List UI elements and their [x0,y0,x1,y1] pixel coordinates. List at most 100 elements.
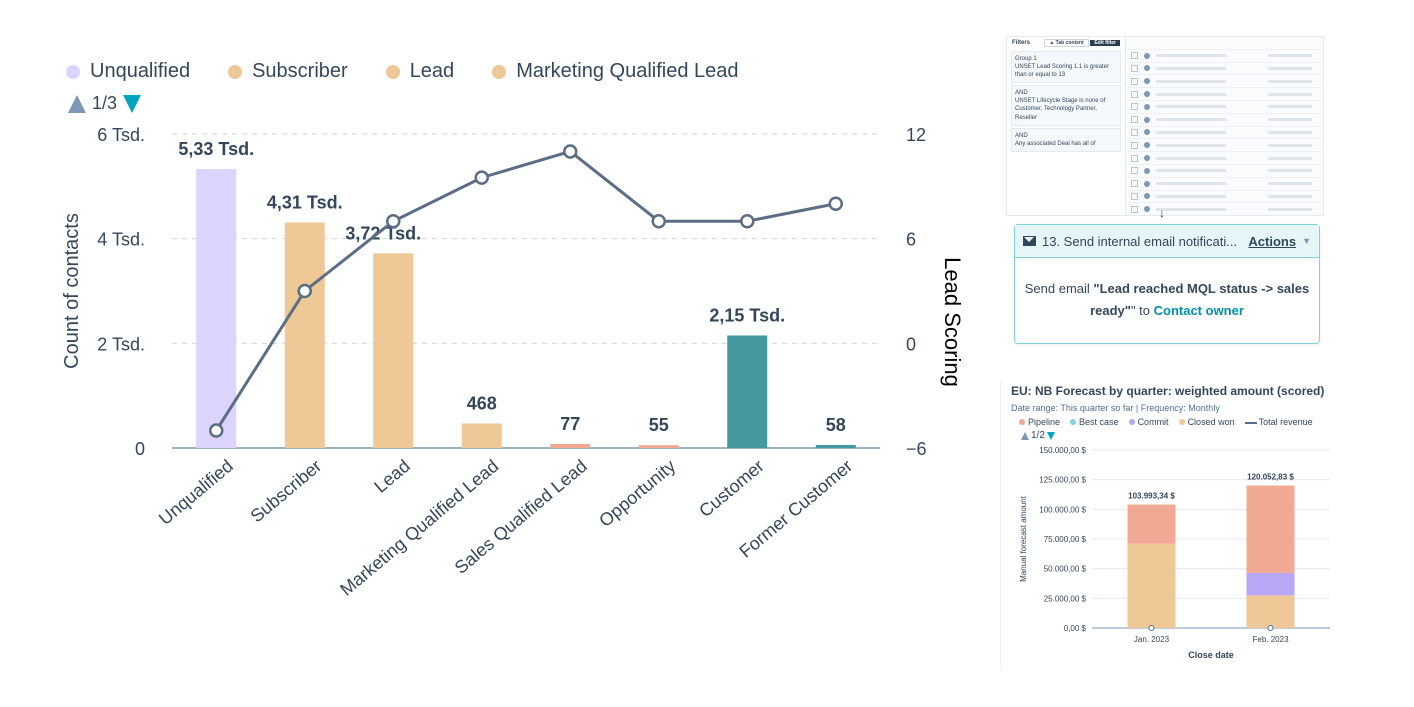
table-cell [1156,92,1226,96]
legend-label: Closed won [1187,417,1235,427]
lead-scoring-point [209,423,224,438]
y-tick-label: 50.000,00 $ [1044,565,1087,574]
x-tick-label: Unqualified [155,456,237,529]
table-cell[interactable] [1131,154,1138,162]
legend-item-lead[interactable]: Lead [385,60,454,83]
table-row[interactable] [1127,191,1323,204]
body-mid: " to [1130,303,1154,318]
table-cell [1156,194,1226,198]
legend-item-closed-won[interactable]: Closed won [1178,417,1235,427]
table-row[interactable] [1127,152,1323,165]
stacked-bar-segment [1246,595,1295,628]
table-row[interactable] [1127,63,1323,76]
table-row[interactable] [1127,178,1323,191]
bar-data-label: 58 [826,415,846,435]
envelope-icon [1023,236,1036,246]
bar [196,169,237,448]
table-cell [1144,129,1150,136]
legend-swatch [1178,419,1185,425]
table-cell [1144,193,1150,200]
table-cell[interactable] [1131,103,1138,111]
table-cell [1268,156,1312,160]
table-cell [1268,54,1312,58]
legend-swatch [228,64,243,79]
legend-swatch [385,64,400,79]
table-cell[interactable] [1131,128,1138,136]
legend-item-subscriber[interactable]: Subscriber [228,60,348,83]
table-row[interactable] [1127,203,1323,215]
filters-panel: Filters ▲ Tab content Edit filter Group … [1007,37,1126,215]
table-cell [1144,91,1150,98]
table-cell[interactable] [1131,180,1138,188]
table-cell[interactable] [1131,205,1138,213]
legend-label: Subscriber [252,60,348,82]
table-cell[interactable] [1131,192,1138,200]
y-axis-title: Count of contacts [61,213,83,369]
bar [461,423,502,448]
table-cell [1156,130,1226,134]
table-cell [1144,65,1150,72]
table-row[interactable] [1127,88,1323,101]
table-cell[interactable] [1131,64,1138,72]
legend-item-commit[interactable]: Commit [1128,417,1169,427]
tab-content-button[interactable]: ▲ Tab content [1044,39,1089,47]
email-action-body: Send email "Lead reached MQL status -> s… [1015,258,1319,322]
pager-up-icon[interactable] [68,94,86,113]
table-cell[interactable] [1131,116,1138,124]
y-tick-label: 6 Tsd. [97,125,145,145]
table-cell [1144,180,1150,187]
legend-item-pipeline[interactable]: Pipeline [1019,417,1060,427]
table-row[interactable] [1127,101,1323,114]
table-row[interactable] [1127,165,1323,178]
table-row[interactable] [1127,50,1323,63]
edit-filter-button[interactable]: Edit filter [1090,40,1120,46]
table-cell[interactable] [1131,52,1138,60]
y-tick-label: 4 Tsd. [97,230,145,250]
lead-scoring-line [214,149,837,432]
pager-down-icon[interactable] [1046,431,1055,440]
table-cell [1268,105,1312,109]
forecast-pager: 1/2 [1021,430,1055,441]
legend-item-mql[interactable]: Marketing Qualified Lead [492,60,739,83]
legend-item-unqualified[interactable]: Unqualified [66,60,190,83]
table-cell[interactable] [1131,77,1138,85]
frequency: Frequency: Monthly [1140,403,1220,413]
table-row[interactable] [1127,139,1323,153]
stacked-bar-segment [1246,485,1295,573]
bar-data-label: 3,72 Tsd. [345,223,421,243]
date-range: Date range: This quarter so far [1011,403,1134,413]
legend-swatch [66,64,80,79]
pager-up-icon[interactable] [1021,431,1029,440]
lead-scoring-point [651,213,666,229]
contact-owner-link[interactable]: Contact owner [1153,303,1244,318]
table-cell [1156,54,1226,58]
actions-dropdown[interactable]: Actions [1248,233,1297,249]
bar [550,443,591,448]
table-cell [1268,130,1312,134]
table-cell [1268,92,1312,96]
table-row[interactable] [1127,114,1323,127]
email-action-card[interactable]: 13. Send internal email notificati... Ac… [1014,224,1320,344]
table-cell[interactable] [1131,167,1138,175]
legend-swatch [1244,421,1257,424]
legend-item-best-case[interactable]: Best case [1070,417,1119,427]
pager-down-icon[interactable] [123,94,142,113]
table-cell [1156,156,1226,160]
table-cell[interactable] [1131,90,1138,98]
y-tick-label: 2 Tsd. [97,334,145,354]
x-tick-label: Opportunity [595,456,679,531]
bar-data-label: 5,33 Tsd. [178,139,254,159]
table-cell [1156,169,1226,173]
table-cell [1268,182,1312,186]
x-axis-title: Close date [1188,650,1234,660]
filter-rule: UNSET Lead Scoring 1.1 is greater than o… [1015,64,1109,79]
table-row[interactable] [1127,127,1323,140]
bar-data-label: 55 [649,415,669,435]
table-cell [1144,206,1150,213]
forecast-title: EU: NB Forecast by quarter: weighted amo… [1011,384,1325,398]
table-row[interactable] [1127,75,1323,89]
legend-item-total-revenue[interactable]: Total revenue [1244,417,1313,427]
table-cell [1156,105,1226,109]
table-cell [1268,118,1312,122]
table-cell[interactable] [1131,141,1138,149]
